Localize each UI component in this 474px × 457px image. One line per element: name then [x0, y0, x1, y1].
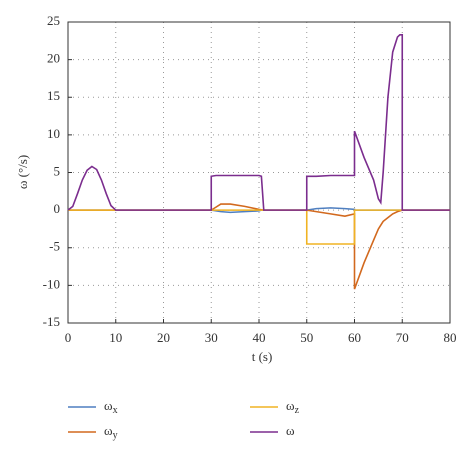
x-tick-label: 50 [300, 330, 313, 345]
y-tick-label: -15 [43, 314, 60, 329]
y-tick-label: 15 [47, 88, 60, 103]
x-tick-label: 60 [348, 330, 361, 345]
legend-label: ωy [104, 423, 118, 441]
series-line [67, 33, 450, 211]
legend-label: ωz [286, 398, 300, 416]
x-tick-label: 40 [253, 330, 266, 345]
y-tick-label: 10 [47, 126, 60, 141]
legend-label: ωx [104, 398, 118, 416]
y-tick-label: -10 [43, 276, 60, 291]
y-tick-label: 25 [47, 13, 60, 28]
legend-label: ω [286, 423, 295, 438]
x-tick-label: 10 [109, 330, 122, 345]
y-tick-label: 20 [47, 51, 60, 66]
x-axis-label: t (s) [252, 349, 273, 364]
plot-frame [67, 21, 451, 324]
x-tick-label: 20 [157, 330, 170, 345]
x-tick-label: 30 [205, 330, 218, 345]
x-tick-label: 70 [396, 330, 409, 345]
y-tick-label: 0 [54, 201, 61, 216]
series-line [68, 203, 450, 290]
y-tick-label: -5 [49, 239, 60, 254]
x-tick-label: 0 [65, 330, 72, 345]
x-tick-label: 80 [444, 330, 457, 345]
y-axis-label: ω (°/s) [15, 155, 30, 189]
y-tick-label: 5 [54, 163, 61, 178]
